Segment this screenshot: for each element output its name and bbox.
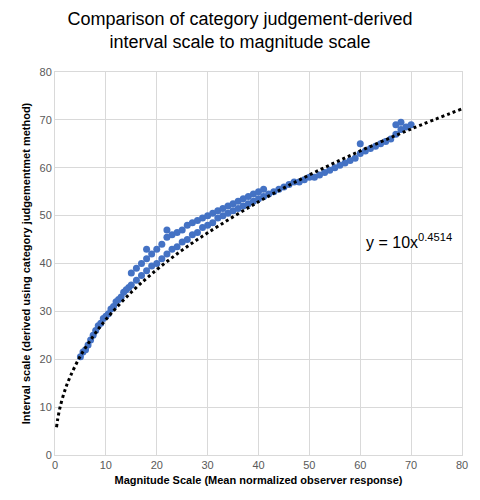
- svg-text:Interval scale (derived using: Interval scale (derived using category j…: [20, 102, 32, 424]
- svg-text:40: 40: [252, 459, 264, 471]
- svg-text:80: 80: [40, 66, 52, 78]
- svg-text:Comparison of category judgeme: Comparison of category judgement-derived…: [67, 9, 412, 52]
- svg-text:70: 70: [40, 114, 52, 126]
- svg-text:y = 10x​0.4514​: y = 10x​0.4514​: [366, 231, 452, 251]
- svg-text:40: 40: [40, 257, 52, 269]
- svg-text:20: 20: [151, 459, 163, 471]
- svg-text:80: 80: [456, 459, 468, 471]
- svg-text:50: 50: [40, 209, 52, 221]
- svg-text:50: 50: [303, 459, 315, 471]
- svg-text:10: 10: [100, 459, 112, 471]
- svg-text:Magnitude Scale (Mean normaliz: Magnitude Scale (Mean normalized observe…: [115, 474, 403, 486]
- svg-text:60: 60: [40, 162, 52, 174]
- svg-text:60: 60: [354, 459, 366, 471]
- svg-text:0: 0: [52, 459, 58, 471]
- svg-text:0: 0: [46, 449, 52, 461]
- svg-text:20: 20: [40, 353, 52, 365]
- svg-text:30: 30: [40, 305, 52, 317]
- svg-text:10: 10: [40, 401, 52, 413]
- svg-text:70: 70: [405, 459, 417, 471]
- svg-text:30: 30: [202, 459, 214, 471]
